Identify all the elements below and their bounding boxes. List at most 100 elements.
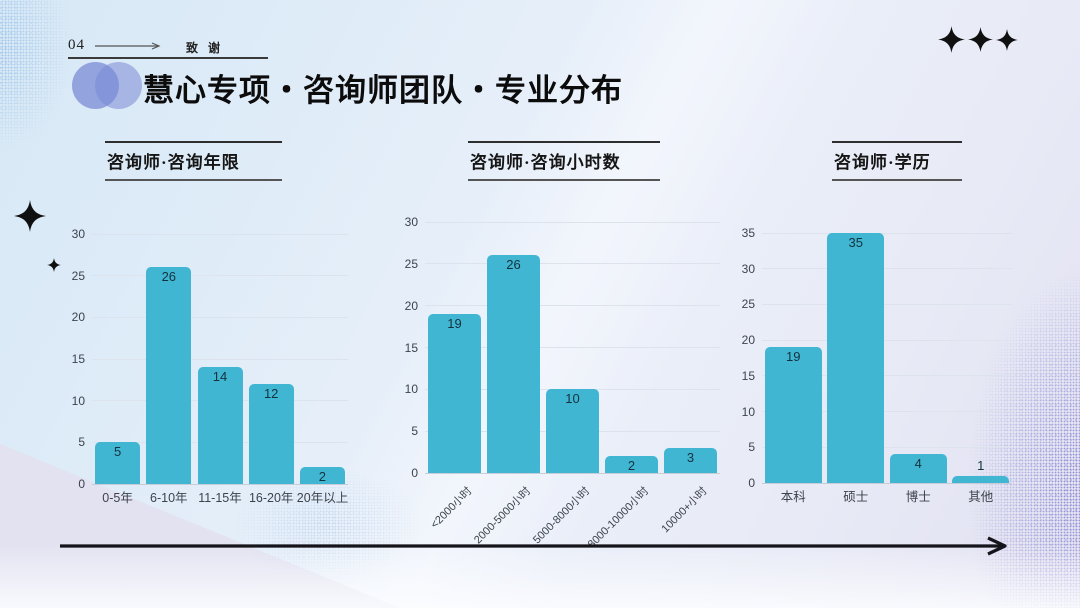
gridline [425,263,720,265]
venn-circles-icon [72,62,166,110]
y-axis-tick-label: 30 [404,215,418,229]
gridline [92,358,348,360]
bar-value-label: 26 [161,269,177,285]
speckle-texture-top-left [0,0,87,223]
gridline [92,275,348,277]
gridline [762,232,1012,234]
section-underline [68,57,268,59]
chart-plot-education: 0 5 10 15 20 25 30 35 19 本科 35 硕士 4 博士 1 其他 [742,226,1012,504]
right-arrow-small-icon [95,42,161,50]
y-axis-tick-label: 15 [71,352,85,366]
gridline [425,472,720,474]
bar-value-label: 19 [786,349,801,365]
y-axis-tick-label: 10 [741,404,755,419]
bar [299,467,345,484]
bar [546,389,599,473]
bar [146,267,192,484]
bar-value-label: 14 [212,369,228,385]
y-axis-tick-label: 25 [404,256,418,271]
sparkle-star-icon [14,200,46,232]
y-axis-tick-label: 20 [404,298,418,313]
x-axis-category-label: 其他 [968,490,994,504]
chart-title: 咨询师·咨询年限 [107,153,240,172]
bar [764,347,822,483]
gridline [762,411,1012,413]
y-axis-tick-label: 0 [411,466,418,480]
bottom-fade [0,544,1080,608]
y-axis-tick-label: 35 [741,226,755,240]
section-number: 04 [68,37,85,53]
x-axis-category-label: 硕士 [843,490,869,504]
gridline [92,483,348,485]
y-axis-tick-label: 20 [741,333,755,348]
y-axis-tick-label: 10 [71,393,85,408]
bar-value-label: 1 [977,457,985,473]
gridline [425,388,720,390]
sparkle-star-icon [47,258,61,272]
gridline [92,233,348,235]
chart-plot-hours: 0 5 10 15 20 25 30 19 <2000小时 26 2000-5000小时 10 5000… [405,215,720,551]
bar-value-label: 3 [686,449,695,465]
bar-value-label: 12 [263,386,279,401]
bar [248,384,294,484]
bar-value-label: 26 [506,257,521,273]
chart-header-hours: 咨询师·咨询小时数 [468,141,660,181]
gridline [762,303,1012,305]
y-axis-tick-label: 30 [741,261,755,276]
page-title: 慧心专项・咨询师团队・专业分布 [143,72,623,108]
y-axis-tick-label: 5 [748,440,755,455]
gridline [425,305,720,307]
bar [952,475,1010,483]
gridline [762,482,1012,484]
y-axis-tick-label: 10 [404,382,418,397]
gridline [762,375,1012,377]
bar [827,233,885,483]
timeline-arrow [60,536,1007,556]
chart-title: 咨询师·咨询小时数 [470,153,621,172]
y-axis-tick-label: 15 [404,340,418,355]
y-axis-tick-label: 5 [411,424,418,439]
bar [95,442,141,484]
x-axis-category-label: 博士 [905,490,931,504]
y-axis-tick-label: 5 [78,435,85,450]
y-axis-tick-label: 20 [71,310,85,325]
chart-plot-years: 0 5 10 15 20 25 30 5 0-5年 26 6-10年 14 11-15年 12 16-20年… [72,227,349,505]
y-axis-tick-label: 0 [748,476,755,490]
bar [428,314,481,473]
bar-value-label: 5 [113,444,122,460]
x-axis-category-label: 本科 [780,490,806,504]
gridline [92,316,348,318]
chart-header-education: 咨询师·学历 [832,141,962,181]
x-axis-category-label: 11-15年 [198,491,242,505]
speckle-texture-right [952,150,1080,608]
gridline [762,446,1012,448]
chart-title: 咨询师·学历 [834,153,931,172]
y-axis-tick-label: 25 [741,297,755,312]
y-axis-tick-label: 30 [71,227,85,241]
x-axis-category-label: 16-20年 [248,491,294,505]
sparkle-stars-top-right [938,26,1018,53]
bar-value-label: 35 [848,235,863,250]
bar [197,367,243,484]
sparkle-star-icon [996,28,1018,51]
venn-circle-left [72,62,119,109]
section-label: 致谢 [186,41,231,55]
chart-header-years: 咨询师·咨询年限 [105,141,282,181]
bar [664,447,717,473]
bar-value-label: 4 [914,456,922,472]
sparkle-star-icon [938,26,965,53]
gridline [762,339,1012,341]
x-axis-category-label: 20年以上 [296,491,349,505]
y-axis-tick-label: 0 [78,477,85,491]
bar [889,454,947,483]
bar-value-label: 10 [565,391,580,407]
gridline [425,221,720,223]
x-axis-category-label: 0-5年 [102,491,133,505]
bar-value-label: 2 [627,458,636,474]
bar [605,456,658,473]
bar-value-label: 2 [318,469,326,485]
x-axis-category-label: 6-10年 [150,491,188,505]
gridline [425,347,720,348]
y-axis-tick-label: 25 [71,268,85,283]
